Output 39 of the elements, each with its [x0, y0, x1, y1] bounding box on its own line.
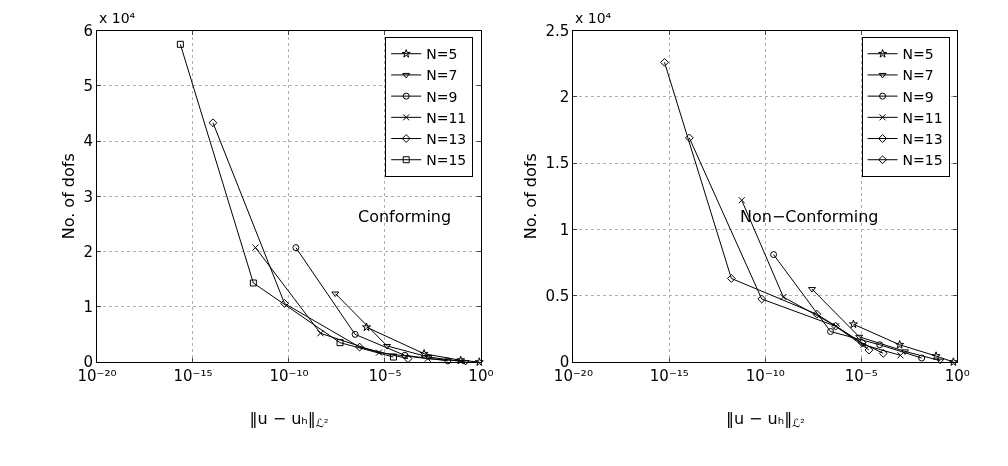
x-tick-label: 10⁰ — [468, 367, 494, 385]
y-tick-label: 2 — [559, 88, 570, 107]
y-tick-label: 3 — [83, 187, 93, 206]
legend-label: N=7 — [902, 67, 934, 84]
text: x 10⁴ — [575, 10, 612, 26]
x-tick-label: 10⁻⁵ — [368, 367, 402, 385]
x-tick-label: 10⁻¹⁰ — [269, 367, 309, 385]
legend-label: N=11 — [902, 109, 943, 126]
text: x 10⁴ — [99, 10, 136, 26]
legend-label: N=9 — [426, 88, 458, 105]
y-axis-title: No. of dofs — [59, 153, 79, 240]
y-tick-label: 1 — [83, 298, 93, 316]
x-axis-title: ‖u − uₕ‖$_{ℒ²}$ — [249, 408, 329, 431]
legend-label: N=5 — [902, 46, 934, 63]
y-tick-label: 6 — [83, 21, 93, 40]
x-tick-label: 10⁰ — [944, 367, 970, 385]
legend-label: N=15 — [902, 152, 943, 169]
y-axis-title: No. of dofs — [521, 153, 541, 240]
x-tick-label: 10⁻¹⁰ — [745, 367, 785, 385]
x-tick-label: 10⁻¹⁵ — [649, 367, 689, 385]
y-tick-label: 2 — [83, 242, 93, 261]
x-tick-label: 10⁻¹⁵ — [173, 367, 213, 385]
legend-label: N=5 — [426, 46, 458, 63]
annotation: Conforming — [358, 207, 452, 226]
y-tick-label: 1.5 — [545, 154, 570, 173]
y-tick-label: 4 — [83, 132, 93, 151]
x-axis-title: ‖u − uₕ‖$_{ℒ²}$ — [725, 408, 805, 431]
legend-label: N=15 — [426, 152, 467, 169]
y-tick-label: 1 — [559, 220, 570, 239]
legend-label: N=7 — [426, 67, 458, 84]
legend-label: N=13 — [426, 130, 467, 147]
legend-label: N=9 — [902, 88, 934, 105]
x-tick-label: 10⁻⁵ — [844, 367, 878, 385]
legend-label: N=13 — [902, 130, 943, 147]
y-tick-label: 0.5 — [545, 286, 570, 305]
y-tick-label: 2.5 — [545, 21, 570, 40]
annotation: Non−Conforming — [740, 207, 879, 226]
y-tick-label: 5 — [83, 77, 93, 95]
legend-label: N=11 — [426, 109, 467, 126]
